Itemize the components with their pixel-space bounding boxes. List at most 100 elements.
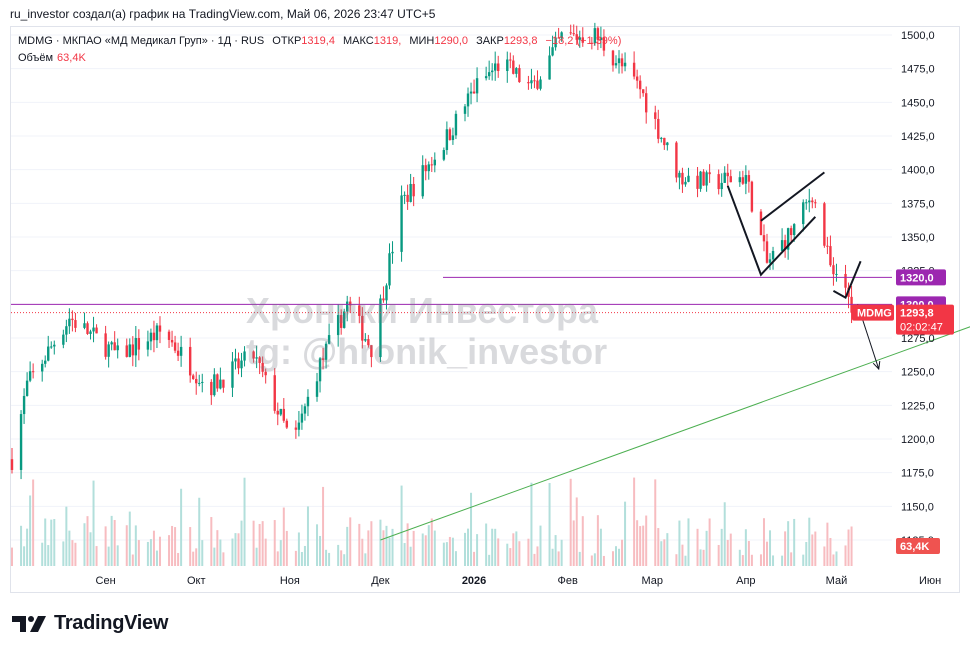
last-price-badge: 1293,8 02:02:47 — [896, 304, 954, 335]
candle-body — [620, 58, 624, 67]
price-tick-label: 1475,0 — [901, 64, 935, 76]
price-tick-label: 1350,0 — [901, 232, 935, 244]
high-label: МАКС — [343, 35, 374, 47]
volume-bar — [273, 520, 276, 566]
candle-body — [533, 80, 536, 82]
volume-bar — [729, 533, 732, 566]
candle-body — [684, 181, 687, 185]
volume-bar — [464, 532, 466, 566]
volume-bar — [548, 482, 551, 566]
candle-body — [826, 245, 829, 247]
pattern-drawing-2 — [832, 260, 862, 300]
change-value: −18,2 (−1,39%) — [545, 35, 622, 47]
volume-bar — [325, 549, 328, 566]
volume-bar — [470, 492, 473, 566]
candle-body — [74, 320, 77, 328]
volume-bar — [252, 520, 255, 566]
volume-bar — [131, 554, 134, 566]
volume-bar — [512, 533, 515, 566]
candle-body — [463, 106, 467, 114]
volume-bar — [702, 549, 705, 566]
volume-bar — [152, 530, 155, 566]
volume-bar — [427, 525, 430, 566]
candle-body — [22, 395, 26, 415]
candle-body — [802, 202, 805, 225]
candle-body — [110, 342, 113, 345]
candle-body — [83, 323, 86, 328]
close-label: ЗАКР — [476, 35, 504, 47]
volume-bar — [723, 502, 726, 566]
tradingview-logo-icon — [12, 615, 46, 632]
volume-bar — [850, 526, 853, 566]
candle-body — [255, 357, 258, 359]
volume-bar — [684, 555, 687, 566]
candle-body — [406, 194, 409, 202]
volume-bar — [687, 518, 690, 566]
last-price-text: 1293,8 — [900, 308, 934, 320]
candle-body — [104, 333, 107, 357]
candle-body — [327, 335, 331, 344]
volume-bar — [240, 520, 243, 566]
candle-body — [657, 118, 660, 139]
candle-body — [554, 37, 557, 48]
candle-body — [750, 181, 754, 212]
candle-body — [632, 62, 636, 77]
volume-bar — [485, 523, 488, 566]
volume-bar — [23, 546, 26, 566]
candle-body — [666, 142, 669, 146]
candle-body — [780, 240, 784, 251]
volume-bar — [146, 541, 149, 566]
volume-bar — [231, 538, 234, 566]
candle-body — [134, 338, 138, 356]
volume-bar — [497, 538, 500, 566]
candle-body — [768, 259, 772, 263]
volume-value: 63,4K — [57, 52, 86, 64]
candle-body — [234, 358, 237, 362]
volume-bar — [113, 519, 116, 566]
volume-bar — [741, 555, 744, 566]
volume-bar — [569, 478, 572, 566]
candle-body — [279, 408, 282, 415]
candle-body — [382, 298, 385, 301]
drawings — [380, 171, 970, 541]
candle-body — [339, 315, 343, 328]
candle-body — [113, 342, 116, 351]
volume-bar — [581, 516, 584, 566]
volume-bar — [476, 534, 479, 566]
volume-bar — [448, 536, 451, 566]
volume-bar — [391, 528, 394, 566]
candle-body — [660, 137, 663, 139]
volume-bar — [445, 542, 448, 566]
volume-bar — [149, 539, 152, 566]
symbol-title[interactable]: MDMG · МКПАО «МД Медикал Груп» · 1Д · RU… — [18, 35, 265, 47]
candle-body — [131, 344, 134, 356]
candle-body — [258, 357, 261, 363]
candle-body — [596, 28, 600, 40]
volume-bar — [180, 488, 183, 566]
candle-body — [832, 265, 835, 275]
candle-body — [705, 172, 708, 186]
volume-bar — [258, 523, 261, 566]
candle-body — [675, 142, 678, 178]
candle-body — [747, 175, 751, 182]
volume-bar — [717, 544, 720, 566]
volume-bar — [832, 554, 835, 566]
volume-bar — [473, 551, 476, 566]
volume-bar — [551, 548, 554, 566]
volume-bar — [530, 482, 533, 566]
volume-bar — [750, 554, 753, 566]
time-tick-label: Апр — [736, 575, 755, 587]
candle-body — [599, 37, 603, 40]
volume-bar — [20, 525, 23, 566]
price-tick-label: 1200,0 — [901, 434, 935, 446]
candle-body — [702, 171, 705, 186]
time-tick-label: Окт — [187, 575, 206, 587]
volume-bar — [137, 540, 140, 566]
volume-bar — [660, 541, 663, 566]
volume-bar — [322, 486, 325, 566]
candle-body — [65, 326, 68, 335]
volume-bar — [243, 477, 246, 566]
time-tick-label: Фев — [558, 575, 578, 587]
volume-bar — [68, 530, 71, 566]
